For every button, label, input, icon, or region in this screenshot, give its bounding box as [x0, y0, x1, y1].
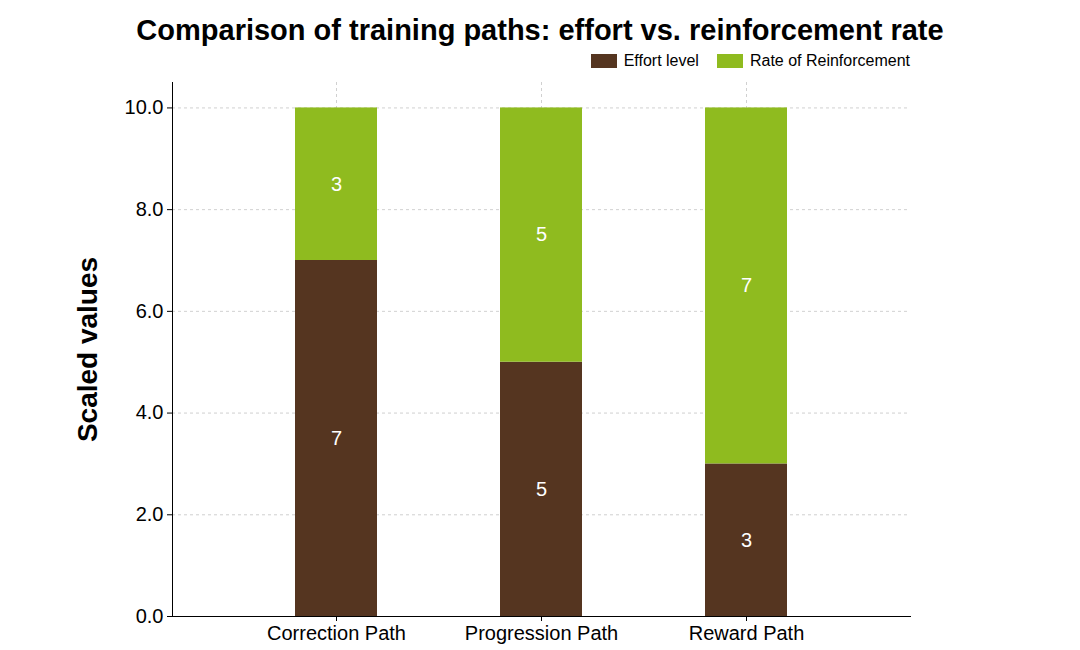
svg-text:0.0: 0.0 — [136, 605, 164, 627]
svg-text:Progression Path: Progression Path — [465, 622, 618, 644]
svg-text:4.0: 4.0 — [136, 401, 164, 423]
svg-text:3: 3 — [741, 529, 752, 551]
svg-text:7: 7 — [331, 427, 342, 449]
svg-text:6.0: 6.0 — [136, 300, 164, 322]
svg-text:2.0: 2.0 — [136, 503, 164, 525]
svg-text:Reward Path: Reward Path — [689, 622, 805, 644]
svg-text:Scaled values: Scaled values — [72, 257, 103, 442]
html-text:Comparison of training paths:: Comparison of training paths: effort vs.… — [136, 14, 944, 46]
html-text:Effort level: Effort level — [623, 52, 699, 69]
svg-text:Correction Path: Correction Path — [267, 622, 406, 644]
svg-text:10.0: 10.0 — [125, 96, 164, 118]
svg-text:7: 7 — [741, 274, 752, 296]
svg-text:5: 5 — [536, 223, 547, 245]
svg-text:5: 5 — [536, 478, 547, 500]
svg-text:8.0: 8.0 — [136, 198, 164, 220]
html-text:Rate of Reinforcement: Rate of Reinforcement — [749, 52, 910, 69]
svg-text:3: 3 — [331, 173, 342, 195]
